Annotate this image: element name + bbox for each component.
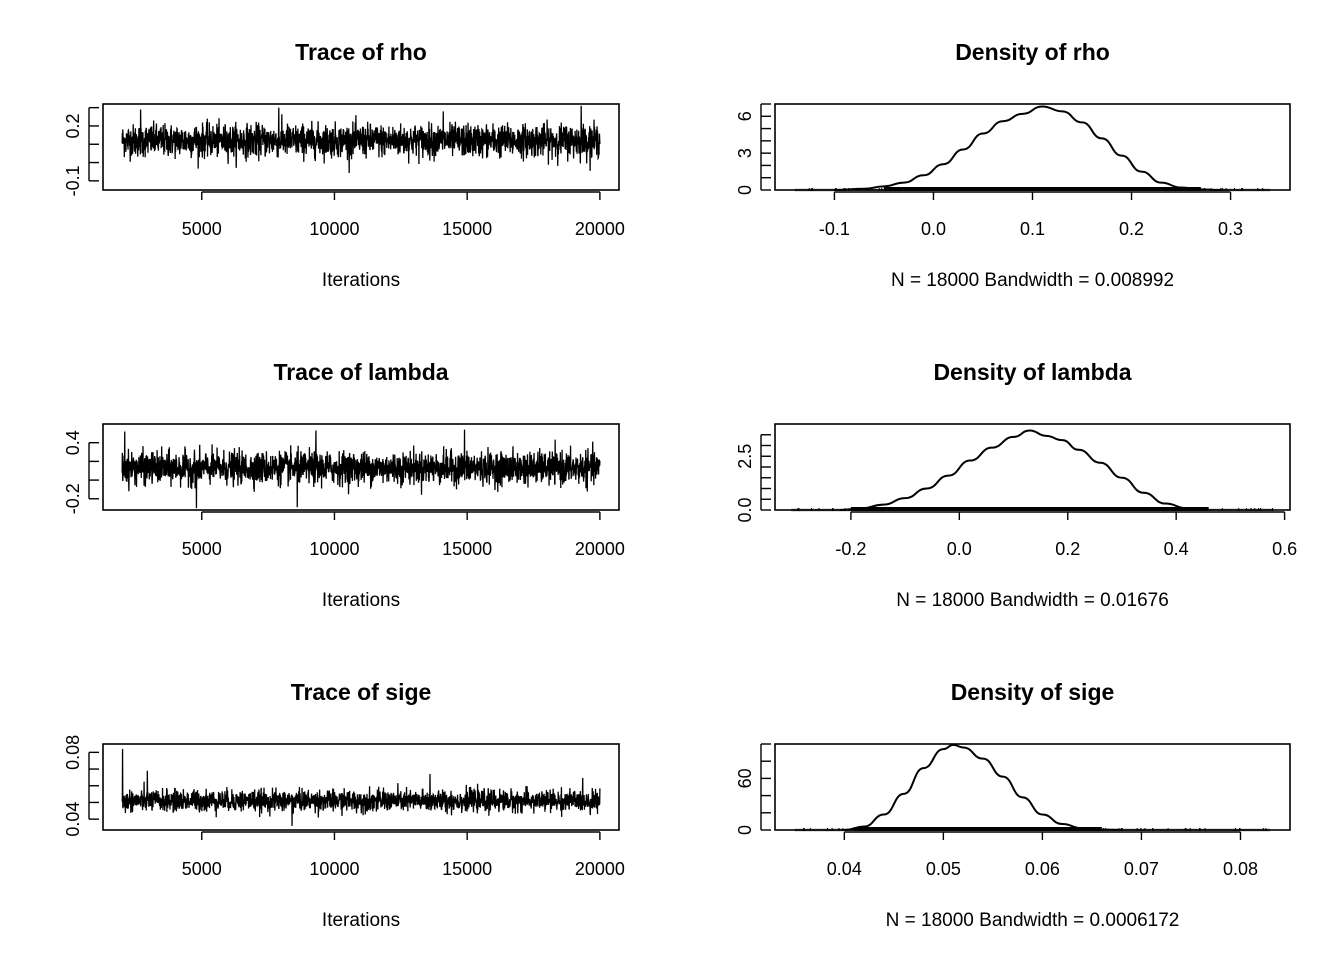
x-tick-label: 15000 [442, 539, 492, 559]
plot-frame [774, 423, 1291, 511]
x-tick-label: 10000 [309, 539, 359, 559]
trace-line [121, 749, 601, 826]
x-tick-label: 10000 [309, 219, 359, 239]
x-axis-label: N = 18000 Bandwidth = 0.0006172 [886, 910, 1180, 931]
x-tick-label: 0.0 [947, 539, 972, 559]
x-tick-label: 0.1 [1020, 219, 1045, 239]
y-tick-label: 0.08 [63, 735, 83, 770]
x-tick-label: 20000 [575, 539, 625, 559]
y-tick-label: -0.2 [63, 483, 83, 514]
y-tick-label: -0.1 [63, 165, 83, 196]
x-tick-label: 0.6 [1272, 539, 1297, 559]
plot-frame [102, 743, 620, 831]
rug-marks [854, 827, 1102, 831]
y-tick-label: 0.04 [63, 802, 83, 837]
chart-title: Trace of sige [291, 679, 432, 705]
x-tick-label: 10000 [309, 859, 359, 879]
panel-4: Density of lambda -0.2 0.0 0.2 0.4 0.6 0.0 2.5 N… [735, 359, 1297, 611]
trace-line [121, 105, 601, 173]
x-tick-label: 0.07 [1124, 859, 1159, 879]
y-tick-label: 3 [735, 148, 755, 158]
chart-title: Density of rho [955, 39, 1110, 65]
chart-title: Density of sige [951, 679, 1115, 705]
x-tick-label: -0.2 [835, 539, 866, 559]
plot-frame [774, 103, 1291, 191]
panel-6: Density of sige 0.04 0.05 0.06 0.07 0.08 0 60 N … [735, 679, 1291, 931]
x-tick-label: 0.0 [921, 219, 946, 239]
x-axis-label: N = 18000 Bandwidth = 0.01676 [896, 590, 1169, 611]
x-tick-label: 0.06 [1025, 859, 1060, 879]
density-curve [834, 105, 1221, 191]
x-tick-label: 20000 [575, 859, 625, 879]
x-axis-label: Iterations [322, 910, 400, 931]
panel-5: Trace of sige 5000 10000 15000 20000 0.04 0.08… [63, 679, 625, 931]
y-tick-label: 0.4 [63, 430, 83, 455]
y-tick-label: 0.0 [735, 497, 755, 522]
x-tick-label: 5000 [182, 219, 222, 239]
x-tick-label: 5000 [182, 539, 222, 559]
rug-marks [850, 507, 1209, 511]
panel-3: Trace of lambda 5000 10000 15000 20000 -0.2 0.… [63, 359, 625, 611]
y-tick-label: 0 [735, 185, 755, 195]
rug-marks [883, 187, 1201, 191]
density-curve [844, 743, 1122, 831]
density-curve [840, 429, 1209, 511]
chart-title: Trace of rho [295, 39, 427, 65]
plot-frame [774, 743, 1291, 831]
trace-line [121, 429, 601, 509]
y-tick-label: 6 [735, 111, 755, 121]
x-tick-label: 15000 [442, 219, 492, 239]
x-tick-label: 15000 [442, 859, 492, 879]
x-tick-label: 0.4 [1164, 539, 1189, 559]
x-tick-label: 20000 [575, 219, 625, 239]
x-tick-label: 0.3 [1218, 219, 1243, 239]
x-tick-label: 0.2 [1055, 539, 1080, 559]
y-tick-label: 2.5 [735, 444, 755, 469]
x-tick-label: 0.2 [1119, 219, 1144, 239]
x-axis-label: Iterations [322, 270, 400, 291]
x-tick-label: 0.04 [827, 859, 862, 879]
panel-2: Density of rho -0.1 0.0 0.1 0.2 0.3 0 3 6 N = 180… [735, 39, 1291, 291]
plot-frame [102, 423, 620, 511]
x-axis-label: N = 18000 Bandwidth = 0.008992 [891, 270, 1174, 291]
x-tick-label: -0.1 [819, 219, 850, 239]
x-axis-label: Iterations [322, 590, 400, 611]
chart-title: Density of lambda [933, 359, 1131, 385]
x-tick-label: 5000 [182, 859, 222, 879]
x-tick-label: 0.05 [926, 859, 961, 879]
x-tick-label: 0.08 [1223, 859, 1258, 879]
chart-title: Trace of lambda [273, 359, 448, 385]
plot-frame [102, 103, 620, 191]
y-tick-label: 60 [735, 768, 755, 788]
y-tick-label: 0 [735, 825, 755, 835]
panel-1: Trace of rho 5000 10000 15000 20000 -0.1 0.2 It… [63, 39, 625, 291]
y-tick-label: 0.2 [63, 113, 83, 138]
